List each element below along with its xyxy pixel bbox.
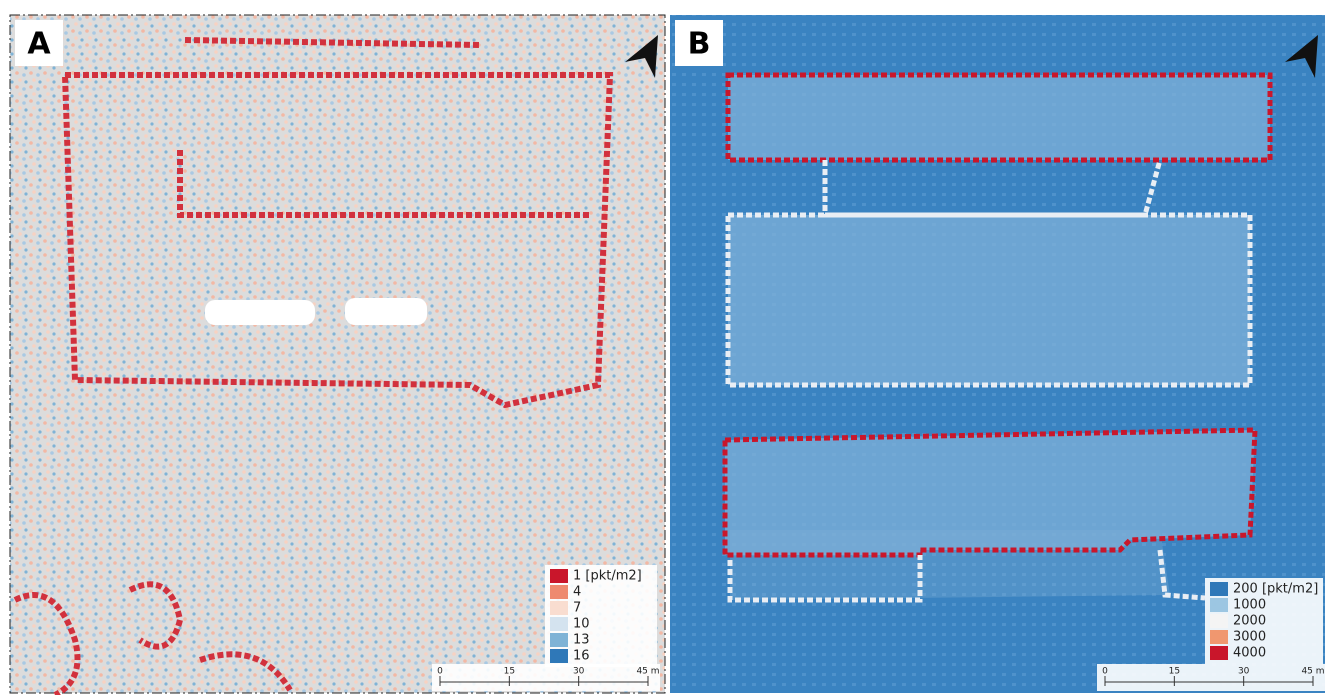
legend-swatch [1210,598,1228,612]
legend-swatch [1210,582,1228,596]
legend-swatch [550,585,568,599]
legend-label: 10 [573,617,590,632]
scale-box [1097,664,1325,691]
legend-label: 16 [573,649,590,664]
no-data-area [345,298,427,325]
legend-label: 2000 [1233,614,1266,629]
scale-label: 45 m [636,667,659,677]
panel-label: B [688,27,711,62]
legend-swatch [550,569,568,583]
building [730,530,1170,600]
legend-swatch [1210,630,1228,644]
legend-swatch [550,617,568,631]
legend-label: 4 [573,585,581,600]
legend-swatch [1210,614,1228,628]
legend-swatch [550,649,568,663]
panel-label: A [27,27,51,62]
scale-label: 15 [1169,667,1180,677]
scale-label: 45 m [1301,667,1324,677]
building [728,215,1250,385]
legend-label: 7 [573,601,581,616]
buildings [725,75,1270,600]
scale-label: 30 [573,667,585,677]
legend-swatch [550,601,568,615]
building [728,75,1270,160]
scale-label: 0 [437,667,443,677]
scale-box [432,664,660,691]
no-data-area [205,300,315,325]
legend-label: 3000 [1233,630,1266,645]
legend-label: 4000 [1233,646,1266,661]
scale-label: 15 [504,667,515,677]
legend-label: 13 [573,633,590,648]
legend-swatch [550,633,568,647]
scale-label: 0 [1102,667,1108,677]
scale-label: 30 [1238,667,1250,677]
legend-label: 200 [pkt/m2] [1233,582,1318,597]
legend-label: 1000 [1233,598,1266,613]
legend-label: 1 [pkt/m2] [573,569,642,584]
figure: A B 1 [pkt/m2]47101316 0 15 30 45 m 200 [pkt/… [0,0,1327,695]
legend-swatch [1210,646,1228,660]
